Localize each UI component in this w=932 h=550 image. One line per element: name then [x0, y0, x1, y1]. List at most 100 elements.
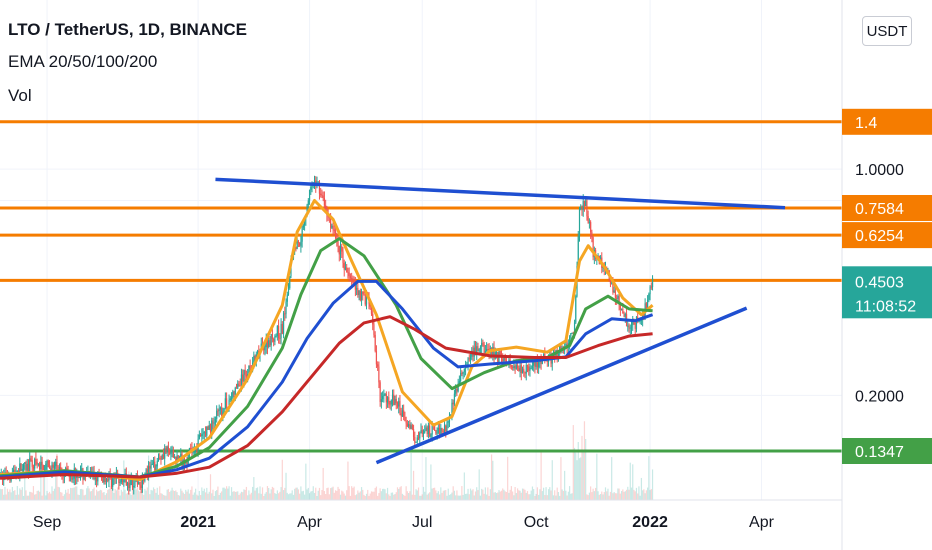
candle-body: [43, 469, 46, 471]
volume-bar: [175, 490, 177, 500]
volume-bar: [150, 489, 152, 500]
volume-bar: [195, 488, 197, 500]
volume-bar: [65, 489, 67, 500]
volume-bar: [25, 490, 27, 500]
volume-bar: [481, 488, 483, 500]
volume-bar: [140, 487, 142, 500]
volume-bar: [525, 492, 527, 500]
ema-indicator-legend[interactable]: EMA 20/50/100/200: [8, 52, 158, 71]
time-axis[interactable]: Sep 2021 Apr Jul Oct 2022 Apr: [0, 499, 842, 531]
candle-body: [233, 391, 235, 395]
candle-body: [648, 294, 650, 300]
volume-bar: [263, 495, 265, 500]
volume-bar: [586, 494, 588, 500]
candle-body: [442, 430, 444, 432]
volume-bar: [151, 490, 153, 500]
candle-body: [133, 485, 135, 488]
candle-body: [296, 241, 298, 249]
candle-body: [415, 441, 417, 443]
volume-bar: [507, 456, 509, 500]
volume-bar: [178, 495, 181, 500]
candle-body: [14, 469, 16, 474]
volume-bar: [431, 488, 433, 500]
candle-body: [372, 313, 374, 325]
candle-body: [159, 457, 161, 459]
volume-bar: [539, 489, 541, 500]
volume-bar: [487, 487, 489, 500]
volume-bar: [271, 486, 274, 500]
candle-body: [147, 466, 150, 474]
volume-bar: [173, 491, 176, 500]
volume-bar: [282, 490, 285, 500]
trendline[interactable]: [375, 306, 748, 465]
candle-body: [405, 420, 407, 424]
candle-body: [642, 312, 644, 321]
volume-bar: [98, 491, 100, 500]
candle-body: [318, 182, 321, 194]
trend-layer[interactable]: [215, 177, 786, 465]
candle-body: [302, 225, 304, 228]
candle-body: [45, 463, 47, 470]
candle-body: [540, 360, 542, 364]
volume-bar: [161, 493, 163, 500]
candle-body: [460, 372, 462, 382]
volume-bar: [429, 492, 431, 500]
volume-bar: [395, 492, 397, 500]
currency-unit-button[interactable]: USDT: [862, 16, 912, 46]
candle-body: [152, 461, 155, 464]
volume-bar: [110, 487, 113, 500]
volume-bar: [237, 491, 239, 500]
volume-bar: [365, 493, 368, 500]
volume-bar: [247, 495, 249, 500]
volume-bar: [386, 487, 389, 500]
candle-body: [198, 434, 200, 439]
volume-indicator-legend[interactable]: Vol: [8, 86, 32, 105]
volume-bar: [230, 487, 233, 500]
candle-body: [242, 374, 244, 382]
volume-bar: [607, 488, 609, 500]
volume-bar: [596, 453, 598, 500]
candle-body: [421, 429, 423, 434]
volume-bar: [388, 494, 390, 500]
candle-body: [512, 366, 514, 369]
candle-body: [161, 454, 163, 460]
symbol-title[interactable]: LTO / TetherUS, 1D, BINANCE: [8, 20, 247, 39]
volume-bar: [590, 486, 592, 500]
volume-bar: [4, 486, 6, 500]
volume-bar: [208, 491, 210, 500]
volume-bar: [5, 494, 7, 500]
volume-bar: [22, 495, 25, 500]
volume-bar: [364, 495, 366, 500]
candle-body: [535, 358, 537, 367]
candle-body: [331, 225, 333, 228]
ema-line: [0, 315, 653, 480]
volume-bar: [500, 490, 503, 500]
candle-body: [323, 198, 326, 206]
candle-body: [218, 409, 220, 412]
volume-bar: [193, 492, 196, 500]
candle-body: [523, 368, 525, 373]
volume-bar: [77, 494, 79, 500]
trendline[interactable]: [215, 177, 786, 210]
volume-bar: [347, 461, 349, 500]
volume-bar: [224, 488, 226, 500]
volume-bar: [504, 491, 506, 500]
candle-body: [166, 446, 168, 453]
volume-bar: [494, 492, 496, 500]
volume-bar: [341, 490, 343, 500]
volume-bar: [24, 464, 26, 500]
volume-bar: [177, 495, 179, 500]
volume-bar: [125, 493, 127, 500]
volume-bar: [619, 493, 621, 500]
volume-bar: [294, 488, 296, 500]
candle-body: [30, 458, 32, 461]
volume-bar: [564, 470, 566, 500]
volume-bar: [331, 487, 333, 500]
volume-bar: [559, 495, 561, 500]
candle-body: [16, 471, 18, 473]
candle-body: [452, 402, 454, 405]
volume-bar: [112, 488, 114, 500]
volume-bar: [534, 495, 536, 500]
volume-bar: [13, 490, 15, 500]
